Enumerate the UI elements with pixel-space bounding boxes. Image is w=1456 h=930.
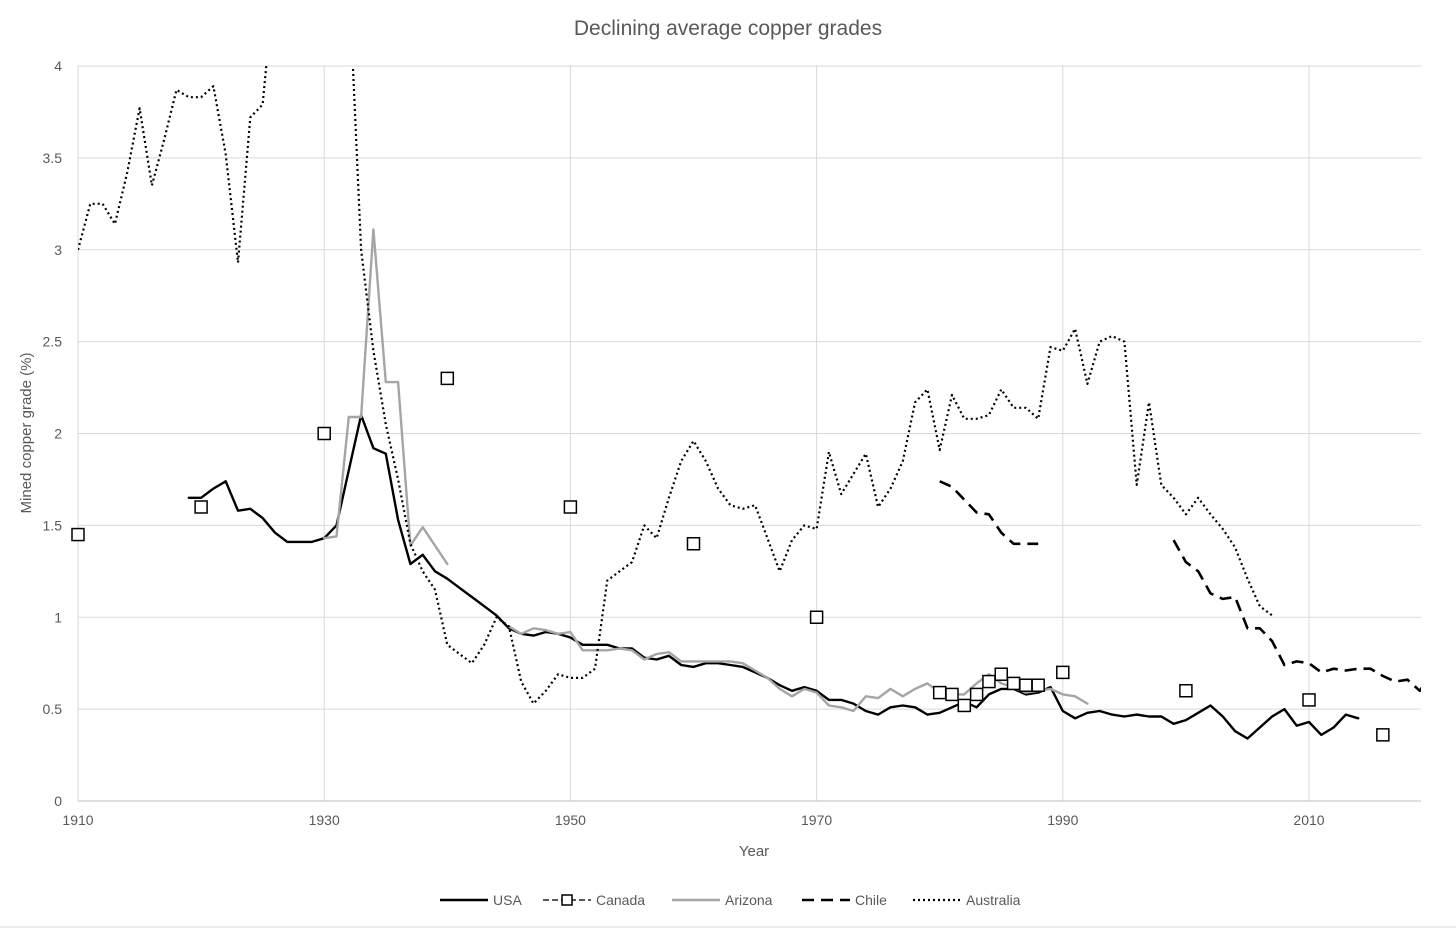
canada-marker xyxy=(1031,678,1045,692)
canada-marker xyxy=(317,426,331,441)
chile-line xyxy=(1172,539,1421,693)
canada-marker xyxy=(1302,693,1316,707)
arizona-line xyxy=(323,228,449,566)
x-tick-label: 1970 xyxy=(801,812,832,828)
canada-marker xyxy=(932,685,947,700)
y-tick-label: 2 xyxy=(54,426,62,442)
chile-line xyxy=(939,480,1039,546)
chart-title: Declining average copper grades xyxy=(574,17,882,40)
legend-label-canada: Canada xyxy=(596,892,645,908)
legend-label-arizona: Arizona xyxy=(725,892,773,908)
canada-marker xyxy=(1006,676,1021,691)
australia-line xyxy=(78,66,268,264)
legend-label-chile: Chile xyxy=(855,892,887,908)
y-tick-label: 3 xyxy=(54,242,62,258)
x-tick-label: 1950 xyxy=(555,812,586,828)
y-tick-label: 2.5 xyxy=(43,334,63,350)
canada-marker xyxy=(1019,678,1033,692)
legend-marker-canada xyxy=(561,894,573,906)
legend: USA Canada Arizona Chile Australia xyxy=(440,892,1021,908)
y-tick-label: 0.5 xyxy=(43,701,63,717)
y-axis-label: Mined copper grade (%) xyxy=(18,353,35,514)
canada-marker xyxy=(809,610,824,624)
marker-layer xyxy=(71,371,1390,742)
canada-marker xyxy=(686,537,701,551)
x-tick-label: 1910 xyxy=(62,812,93,828)
x-axis-label: Year xyxy=(739,843,769,860)
canada-marker xyxy=(194,500,208,514)
canada-marker xyxy=(957,698,972,713)
usa-line xyxy=(187,413,1360,740)
canada-marker xyxy=(1376,728,1390,742)
x-tick-label: 1990 xyxy=(1047,812,1078,828)
y-tick-label: 3.5 xyxy=(43,150,63,166)
x-tick-label: 1930 xyxy=(309,812,340,828)
canada-marker xyxy=(969,687,984,702)
y-tick-label: 4 xyxy=(54,58,62,74)
axes: 0 0.5 1 1.5 2 2.5 3 3.5 4 1910 1930 1950 1970 1990 201… xyxy=(43,58,1421,828)
y-tick-label: 0 xyxy=(54,793,62,809)
y-tick-label: 1.5 xyxy=(43,517,63,533)
legend-label-usa: USA xyxy=(493,892,522,908)
canada-marker xyxy=(563,500,578,514)
canada-marker xyxy=(994,667,1008,681)
canada-marker xyxy=(440,371,455,386)
canada-marker xyxy=(71,527,85,542)
x-tick-label: 2010 xyxy=(1293,812,1324,828)
canada-marker xyxy=(1179,684,1193,698)
legend-label-australia: Australia xyxy=(966,892,1021,908)
canada-marker xyxy=(945,687,959,702)
canada-marker xyxy=(982,674,996,689)
y-tick-label: 1 xyxy=(54,609,62,625)
canada-marker xyxy=(1056,665,1070,680)
